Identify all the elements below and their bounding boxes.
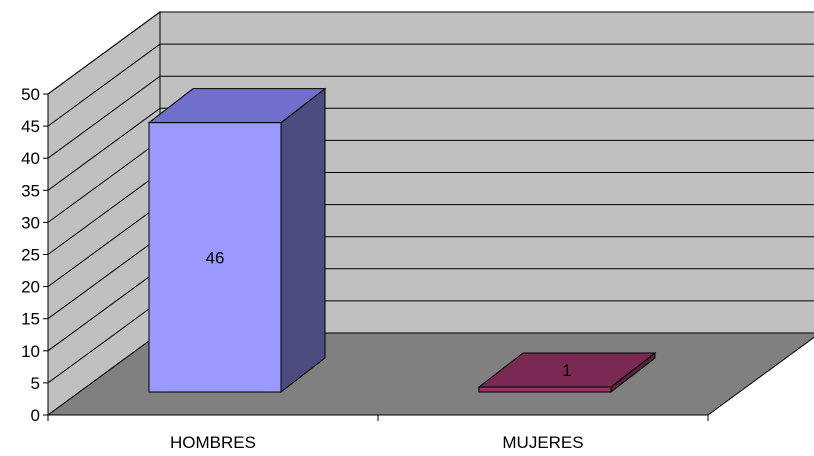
y-tick-label: 0	[31, 406, 40, 425]
bar-front-face	[148, 122, 282, 393]
y-tick-label: 5	[31, 374, 40, 393]
data-label: 46	[206, 248, 225, 267]
gridline	[47, 107, 814, 191]
data-label: 1	[562, 361, 571, 380]
x-axis-labels: HOMBRES MUJERES	[170, 433, 584, 452]
y-tick-label: 25	[21, 246, 40, 265]
gridline	[47, 43, 814, 127]
bar-hombres: 46	[147, 87, 327, 394]
y-tick-label: 40	[21, 149, 40, 168]
bar-side-face	[280, 87, 326, 394]
y-tick-label: 10	[21, 342, 40, 361]
bar-front-face	[478, 386, 612, 393]
y-tick-label: 20	[21, 278, 40, 297]
x-tick-label: HOMBRES	[170, 433, 256, 452]
bars: 46 1	[147, 87, 657, 394]
y-tick-label: 45	[21, 117, 40, 136]
bar-mujeres: 1	[477, 351, 657, 394]
y-tick-label: 50	[21, 85, 40, 104]
y-tick-label: 15	[21, 310, 40, 329]
gridline	[47, 11, 814, 95]
y-tick-label: 30	[21, 213, 40, 232]
y-axis-ticks: 0 5 10 15 20 25 30 35 40 45 50	[21, 85, 48, 425]
gridline	[47, 75, 814, 159]
y-tick-label: 35	[21, 181, 40, 200]
x-tick-label: MUJERES	[502, 433, 583, 452]
